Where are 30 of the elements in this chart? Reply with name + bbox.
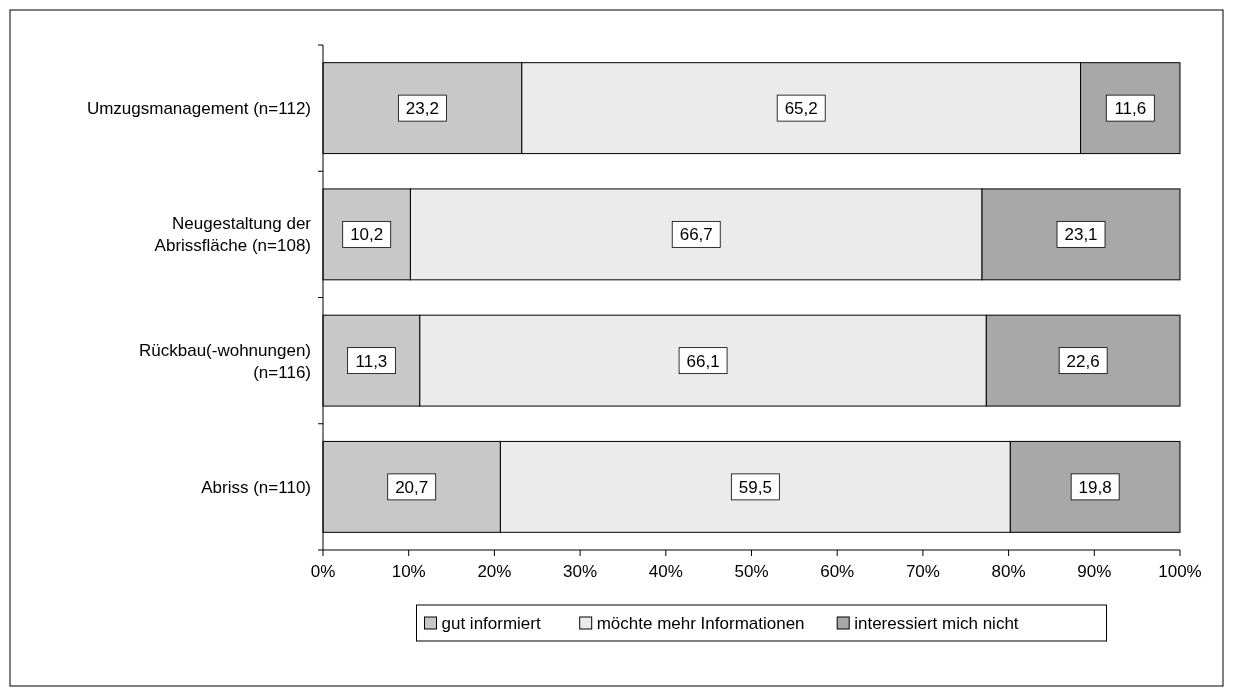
y-tick-label: Neugestaltung der Abrissfläche (n=108) — [154, 214, 312, 256]
data-label: 10,2 — [350, 225, 384, 245]
legend-label: möchte mehr Informationen — [596, 613, 805, 633]
x-tick-label: 30% — [563, 562, 598, 581]
legend-label: interessiert mich nicht — [854, 613, 1019, 633]
data-label: 19,8 — [1078, 477, 1112, 497]
data-label: 66,7 — [679, 225, 713, 245]
data-label: 11,3 — [355, 351, 388, 371]
x-tick-label: 70% — [905, 562, 940, 581]
y-tick-label: Umzugsmanagement (n=112) — [86, 99, 311, 119]
data-label: 59,5 — [738, 477, 772, 497]
x-tick-label: 90% — [1077, 562, 1112, 581]
y-tick-label: Abriss (n=110) — [201, 477, 311, 497]
data-label: 23,2 — [405, 99, 439, 119]
data-label: 20,7 — [395, 477, 429, 497]
legend-label: gut informiert — [441, 613, 541, 633]
x-tick-label: 50% — [734, 562, 769, 581]
data-label: 11,6 — [1114, 99, 1147, 119]
x-tick-label: 60% — [820, 562, 855, 581]
data-label: 65,2 — [784, 99, 818, 119]
x-tick-label: 100% — [1158, 562, 1202, 581]
x-tick-label: 80% — [991, 562, 1026, 581]
y-tick-label: Rückbau(-wohnungen) (n=116) — [139, 340, 311, 382]
x-tick-label: 0% — [310, 562, 336, 581]
x-tick-label: 40% — [648, 562, 683, 581]
data-label: 22,6 — [1066, 351, 1100, 371]
data-label: 66,1 — [686, 351, 720, 371]
x-tick-label: 20% — [477, 562, 512, 581]
x-tick-label: 10% — [391, 562, 426, 581]
data-label: 23,1 — [1064, 225, 1098, 245]
